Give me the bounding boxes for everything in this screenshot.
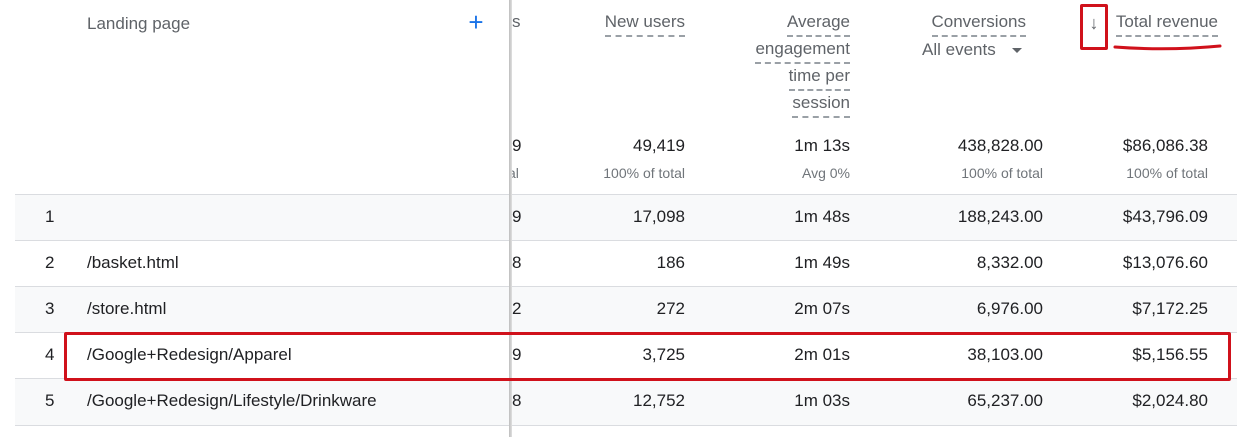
total-new-users: 49,419 bbox=[633, 136, 685, 155]
frozen-column-divider[interactable] bbox=[509, 0, 512, 437]
partial-cell: 8 bbox=[512, 391, 522, 410]
avg-engagement-cell: 1m 03s bbox=[794, 391, 850, 410]
new-users-cell: 12,752 bbox=[633, 391, 685, 410]
column-header-avg-engagement[interactable]: Average engagement time per session bbox=[700, 10, 850, 118]
table-row[interactable]: 2 /basket.html 8 186 1m 49s 8,332.00 $13… bbox=[15, 240, 1237, 287]
landing-page-cell[interactable]: /Google+Redesign/Lifestyle/Drinkware bbox=[87, 391, 377, 410]
landing-page-cell[interactable]: /Google+Redesign/Apparel bbox=[87, 345, 292, 364]
total-revenue-cell: $5,156.55 bbox=[1132, 345, 1208, 364]
partial-total-sub: al bbox=[512, 165, 519, 181]
landing-page-cell[interactable]: /basket.html bbox=[87, 253, 179, 272]
total-conversions-sub: 100% of total bbox=[961, 165, 1043, 181]
caret-down-icon bbox=[1012, 48, 1023, 54]
column-header-conversions[interactable]: Conversions bbox=[900, 10, 1026, 37]
partial-cell: 9 bbox=[512, 345, 522, 364]
partial-column-header: s bbox=[512, 12, 521, 31]
total-revenue-sub: 100% of total bbox=[1126, 165, 1208, 181]
avg-engagement-line-4: session bbox=[792, 91, 850, 118]
conversions-filter-label: All events bbox=[922, 40, 996, 59]
arrow-down-icon[interactable]: ↓ bbox=[1089, 13, 1099, 33]
avg-engagement-cell: 2m 07s bbox=[794, 299, 850, 318]
plus-icon[interactable]: + bbox=[468, 7, 484, 37]
total-revenue-label: Total revenue bbox=[1115, 10, 1218, 37]
avg-engagement-cell: 2m 01s bbox=[794, 345, 850, 364]
new-users-cell: 17,098 bbox=[633, 207, 685, 226]
conversions-cell: 8,332.00 bbox=[976, 253, 1043, 272]
row-index: 1 bbox=[45, 207, 55, 226]
column-header-landing-page[interactable]: Landing page bbox=[87, 14, 191, 33]
total-revenue: $86,086.38 bbox=[1122, 136, 1208, 155]
sort-arrow-highlight bbox=[1080, 4, 1108, 50]
avg-engagement-line-3: time per bbox=[788, 64, 850, 91]
total-revenue-cell: $7,172.25 bbox=[1132, 299, 1208, 318]
total-avg-engagement-sub: Avg 0% bbox=[802, 165, 850, 181]
total-revenue-cell: $2,024.80 bbox=[1132, 391, 1208, 410]
table-row[interactable]: 5 /Google+Redesign/Lifestyle/Drinkware 8… bbox=[15, 378, 1237, 426]
avg-engagement-line-1: Average bbox=[786, 10, 850, 37]
column-header-new-users[interactable]: New users bbox=[560, 10, 685, 37]
avg-engagement-cell: 1m 49s bbox=[794, 253, 850, 272]
partial-cell: 8 bbox=[512, 253, 522, 272]
new-users-cell: 3,725 bbox=[642, 345, 685, 364]
conversions-cell: 6,976.00 bbox=[976, 299, 1043, 318]
conversions-label: Conversions bbox=[931, 10, 1026, 37]
total-revenue-underline-annotation bbox=[1113, 44, 1222, 51]
table-row[interactable]: 1 9 17,098 1m 48s 188,243.00 $43,796.09 bbox=[15, 194, 1237, 241]
row-index: 2 bbox=[45, 253, 55, 272]
partial-column: s 9 al bbox=[512, 0, 524, 437]
total-new-users-sub: 100% of total bbox=[603, 165, 685, 181]
partial-total: 9 bbox=[512, 136, 522, 155]
new-users-cell: 272 bbox=[656, 299, 685, 318]
total-revenue-cell: $13,076.60 bbox=[1122, 253, 1208, 272]
row-highlight-annotation bbox=[64, 332, 1231, 381]
conversions-cell: 188,243.00 bbox=[957, 207, 1043, 226]
total-revenue-cell: $43,796.09 bbox=[1122, 207, 1208, 226]
partial-cell: 9 bbox=[512, 207, 522, 226]
total-conversions: 438,828.00 bbox=[957, 136, 1043, 155]
partial-cell: 2 bbox=[512, 299, 522, 318]
new-users-label: New users bbox=[604, 10, 685, 37]
landing-page-cell[interactable]: /store.html bbox=[87, 299, 167, 318]
conversions-cell: 38,103.00 bbox=[967, 345, 1043, 364]
table-row[interactable]: 3 /store.html 2 272 2m 07s 6,976.00 $7,1… bbox=[15, 286, 1237, 333]
total-avg-engagement: 1m 13s bbox=[794, 136, 850, 155]
conversions-event-dropdown[interactable]: All events bbox=[922, 40, 1032, 60]
table-row[interactable]: 4 /Google+Redesign/Apparel 9 3,725 2m 01… bbox=[15, 332, 1237, 379]
row-index: 4 bbox=[45, 345, 55, 364]
row-index: 5 bbox=[45, 391, 55, 410]
conversions-cell: 65,237.00 bbox=[967, 391, 1043, 410]
avg-engagement-line-2: engagement bbox=[755, 37, 850, 64]
avg-engagement-cell: 1m 48s bbox=[794, 207, 850, 226]
column-header-total-revenue[interactable]: Total revenue bbox=[1108, 10, 1218, 37]
new-users-cell: 186 bbox=[656, 253, 685, 272]
row-index: 3 bbox=[45, 299, 55, 318]
